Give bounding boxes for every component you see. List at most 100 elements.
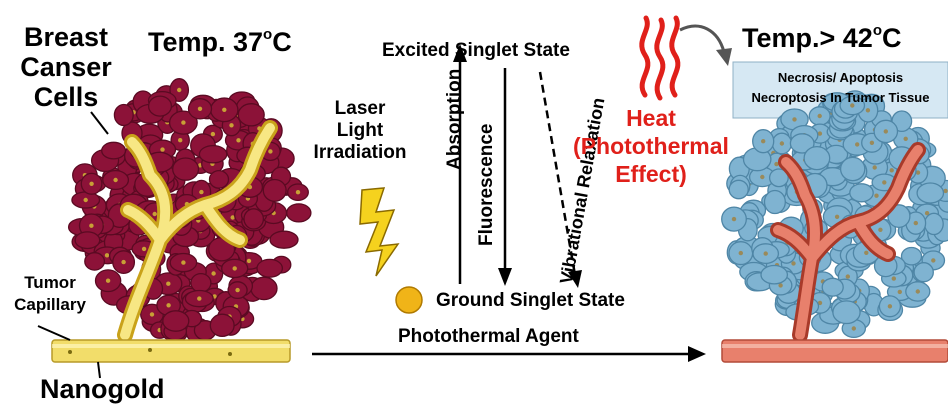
necrosis-label: Necrosis/ Apoptosis Necroptosis In Tumor… <box>751 70 930 105</box>
cell-nucleus <box>160 147 165 152</box>
cell-nucleus <box>181 260 186 265</box>
cell-nucleus <box>141 246 147 252</box>
cell-nucleus <box>897 289 902 295</box>
cell-nucleus <box>778 283 783 288</box>
cell-nucleus <box>105 278 111 283</box>
cell-nucleus <box>236 138 241 143</box>
cell-nucleus <box>152 211 157 217</box>
tumor-cell <box>198 144 228 164</box>
right-tumor <box>721 90 948 343</box>
tumor-cell <box>900 246 923 266</box>
cell-nucleus <box>882 180 887 185</box>
tumor-cell <box>262 178 287 202</box>
tumor-cell <box>208 169 230 189</box>
cell-nucleus <box>229 123 234 128</box>
cell-nucleus <box>177 87 182 93</box>
right-vessel <box>721 339 948 363</box>
heat-waves-icon <box>639 15 681 101</box>
tumor-cell <box>256 258 284 278</box>
tumor-cell <box>849 183 874 203</box>
cell-nucleus <box>89 223 94 228</box>
ground-state-label: Ground Singlet State <box>436 290 625 311</box>
lightning-icon <box>359 187 400 277</box>
cell-nucleus <box>834 214 840 219</box>
cell-nucleus <box>864 250 869 255</box>
temp-left-label: Temp. 37oC <box>148 26 292 57</box>
cell-nucleus <box>104 253 110 258</box>
cell-nucleus <box>295 190 301 195</box>
cell-nucleus <box>89 181 94 186</box>
absorption-arrow <box>453 44 467 284</box>
excited-state-label: Excited Singlet State <box>382 40 570 61</box>
left-vessel <box>51 339 291 363</box>
cell-nucleus <box>924 211 930 216</box>
cell-nucleus <box>872 165 877 170</box>
capillary-pointer <box>37 325 71 341</box>
cell-nucleus <box>845 274 850 279</box>
left-tumor <box>67 78 312 344</box>
cell-nucleus <box>197 106 203 112</box>
tumor-cell <box>269 230 299 249</box>
cell-nucleus <box>791 261 796 266</box>
tumor-cell <box>147 95 173 117</box>
cell-nucleus <box>779 141 785 146</box>
tumor-cell <box>803 145 831 171</box>
nanoparticle-icon <box>395 286 423 314</box>
cell-nucleus <box>850 103 855 108</box>
cell-nucleus <box>889 168 894 173</box>
cell-nucleus <box>121 259 126 265</box>
cell-nucleus <box>166 281 171 286</box>
tumor-cell <box>84 252 106 271</box>
left-capillary-network <box>117 120 278 343</box>
tumor-cell <box>286 203 312 223</box>
tumor-cell <box>243 208 265 230</box>
tumor-cell <box>789 133 815 154</box>
cell-nucleus <box>903 136 908 141</box>
tumor-cell <box>209 313 235 338</box>
cell-nucleus <box>178 138 183 143</box>
tumor-capillary-label: Tumor Capillary <box>14 273 86 314</box>
cell-nucleus <box>211 271 216 276</box>
cell-nucleus <box>268 149 273 154</box>
cell-nucleus <box>166 303 171 308</box>
tumor-cell <box>839 156 866 182</box>
cell-nucleus <box>246 258 252 264</box>
cell-nucleus <box>891 276 896 281</box>
fluorescence-arrow <box>498 68 512 286</box>
process-arrow <box>312 346 706 362</box>
cell-nucleus <box>817 300 823 306</box>
tumor-cell <box>913 262 934 283</box>
tumor-cell <box>113 103 134 127</box>
cell-nucleus <box>931 258 936 263</box>
tumor-cell <box>768 168 789 188</box>
tumor-cell <box>74 231 101 250</box>
cell-nucleus <box>913 220 918 226</box>
cell-nucleus <box>883 129 888 134</box>
heat-label: Heat (Photothermal Effect) <box>573 105 729 187</box>
tumor-cell <box>237 103 265 127</box>
cell-nucleus <box>731 216 737 222</box>
tumor-cell <box>250 276 278 301</box>
heat-curve-arrow <box>679 24 732 66</box>
nanogold-pointer <box>97 361 101 379</box>
cell-nucleus <box>869 140 875 145</box>
cell-nucleus <box>878 227 883 232</box>
cell-nucleus <box>865 108 871 113</box>
tumor-cell <box>190 272 212 293</box>
tumor-cell <box>887 204 911 229</box>
cell-nucleus <box>235 287 240 293</box>
cell-nucleus <box>817 113 822 119</box>
cells-label: Breast Canser Cells <box>20 22 112 112</box>
right-capillary-network <box>770 142 926 343</box>
cell-nucleus <box>760 174 765 180</box>
cell-nucleus <box>199 189 204 195</box>
tumor-cell <box>101 141 127 160</box>
cell-nucleus <box>761 139 766 144</box>
cell-nucleus <box>851 326 856 331</box>
tumor-cell <box>763 189 786 215</box>
tumor-cell <box>162 310 190 332</box>
fluorescence-label: Fluorescence <box>476 123 497 247</box>
cell-nucleus <box>915 170 921 175</box>
cell-nucleus <box>774 161 779 167</box>
tumor-cell <box>923 212 944 236</box>
